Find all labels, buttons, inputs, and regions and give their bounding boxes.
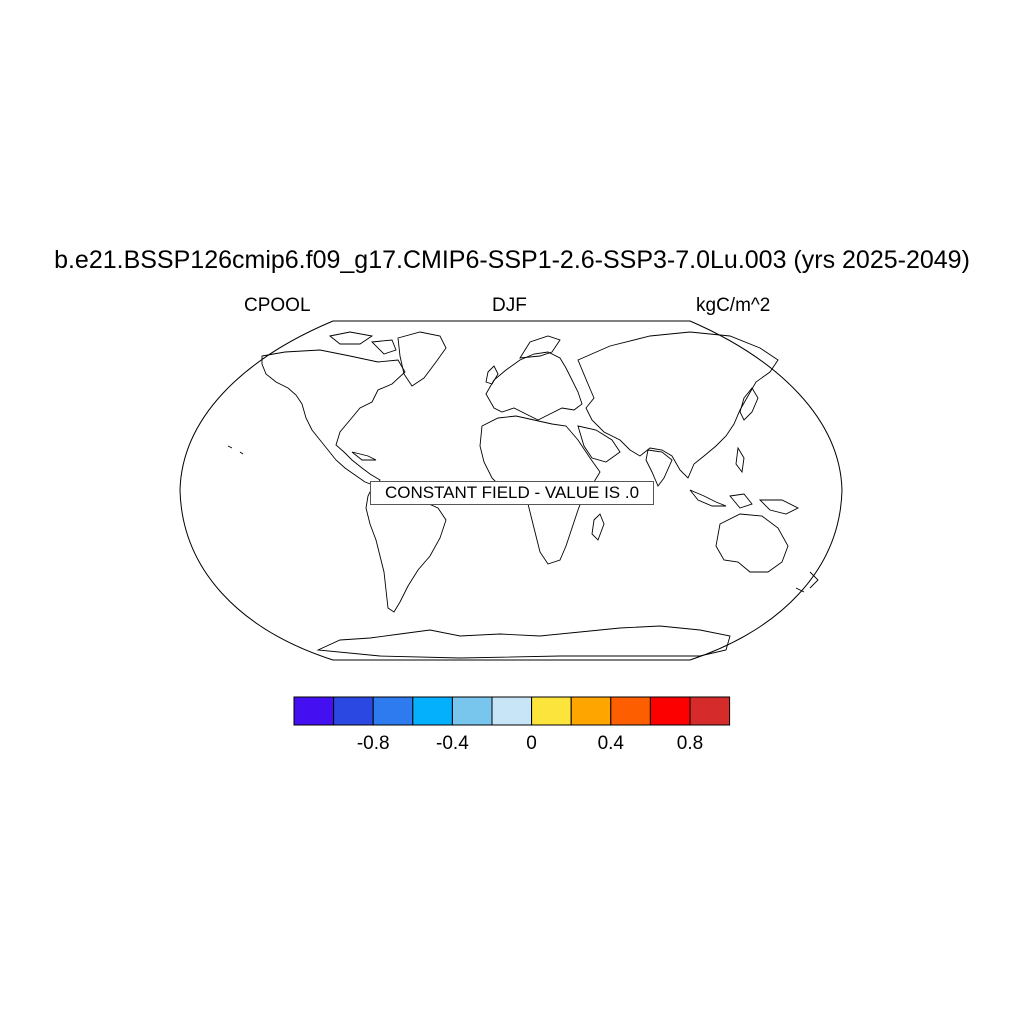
colorbar-box xyxy=(689,696,731,726)
colorbar-tick-label: 0 xyxy=(526,733,537,754)
new-zealand-islands xyxy=(795,571,819,593)
scandinavia-coast xyxy=(519,335,561,359)
colorbar-box xyxy=(570,696,612,726)
colorbar-box xyxy=(531,696,572,726)
variable-label: CPOOL xyxy=(244,295,311,316)
japan-coast xyxy=(739,387,759,421)
colorbar-tick-label: -0.8 xyxy=(356,733,390,754)
uk-coast xyxy=(485,365,499,385)
antarctica-coast xyxy=(316,625,731,659)
europe-coast xyxy=(485,351,583,421)
colorbar-box xyxy=(649,696,691,726)
greenland-coast xyxy=(397,331,447,387)
colorbar-tick-label: 0.8 xyxy=(676,733,704,754)
india-coast xyxy=(645,449,673,487)
colorbar-box xyxy=(412,696,453,726)
madagascar-coast xyxy=(591,513,605,541)
plot-title: b.e21.BSSP126cmip6.f09_g17.CMIP6-SSP1-2.… xyxy=(54,246,970,274)
indonesia-islands xyxy=(689,489,800,515)
colorbar-tick-label: -0.4 xyxy=(436,733,469,754)
colorbar xyxy=(293,696,731,726)
colorbar-tick-label: 0.4 xyxy=(597,733,625,754)
colorbar-box xyxy=(333,696,374,726)
arctic-islands xyxy=(328,331,397,355)
australia-coast xyxy=(715,513,789,573)
arabia-coast xyxy=(577,425,621,463)
colorbar-box xyxy=(491,696,533,726)
philippines-islands xyxy=(735,446,745,474)
cuba-island xyxy=(351,451,377,461)
asia-coast xyxy=(577,331,779,479)
colorbar-box xyxy=(451,696,493,726)
constant-field-message: CONSTANT FIELD - VALUE IS .0 xyxy=(370,481,654,505)
season-label: DJF xyxy=(492,295,527,316)
units-label: kgC/m^2 xyxy=(696,295,771,316)
hawaii-islands xyxy=(227,445,244,455)
colorbar-box xyxy=(293,696,335,726)
colorbar-box xyxy=(372,696,414,726)
colorbar-box xyxy=(610,696,651,726)
coastlines xyxy=(227,331,819,659)
